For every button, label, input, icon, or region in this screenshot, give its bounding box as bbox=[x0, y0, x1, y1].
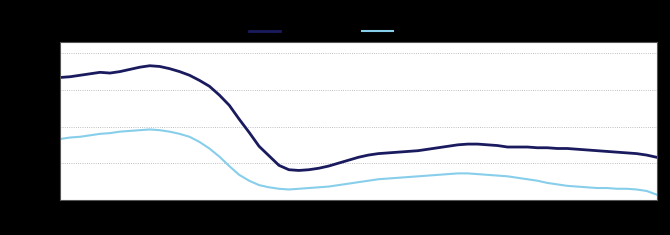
CV Exports bbox=[205, 147, 213, 150]
Y-axis label: '000s: '000s bbox=[19, 106, 29, 136]
CV Exports bbox=[186, 135, 194, 138]
Total CV bbox=[295, 169, 303, 172]
Line: Total CV: Total CV bbox=[60, 66, 657, 170]
Total CV bbox=[205, 85, 213, 88]
CV Exports bbox=[385, 177, 393, 180]
Total CV bbox=[653, 156, 661, 159]
Total CV bbox=[146, 64, 154, 67]
Legend: Total CV, CV Exports: Total CV, CV Exports bbox=[244, 20, 473, 43]
CV Exports bbox=[424, 174, 432, 177]
Total CV bbox=[186, 74, 194, 77]
Total CV bbox=[56, 76, 64, 79]
CV Exports bbox=[146, 128, 154, 131]
Line: CV Exports: CV Exports bbox=[60, 129, 657, 195]
CV Exports bbox=[653, 193, 661, 196]
Total CV bbox=[394, 151, 402, 153]
Total CV bbox=[275, 164, 283, 167]
Total CV bbox=[593, 149, 601, 152]
Total CV bbox=[434, 146, 442, 149]
CV Exports bbox=[56, 137, 64, 140]
CV Exports bbox=[583, 186, 591, 189]
CV Exports bbox=[275, 187, 283, 190]
